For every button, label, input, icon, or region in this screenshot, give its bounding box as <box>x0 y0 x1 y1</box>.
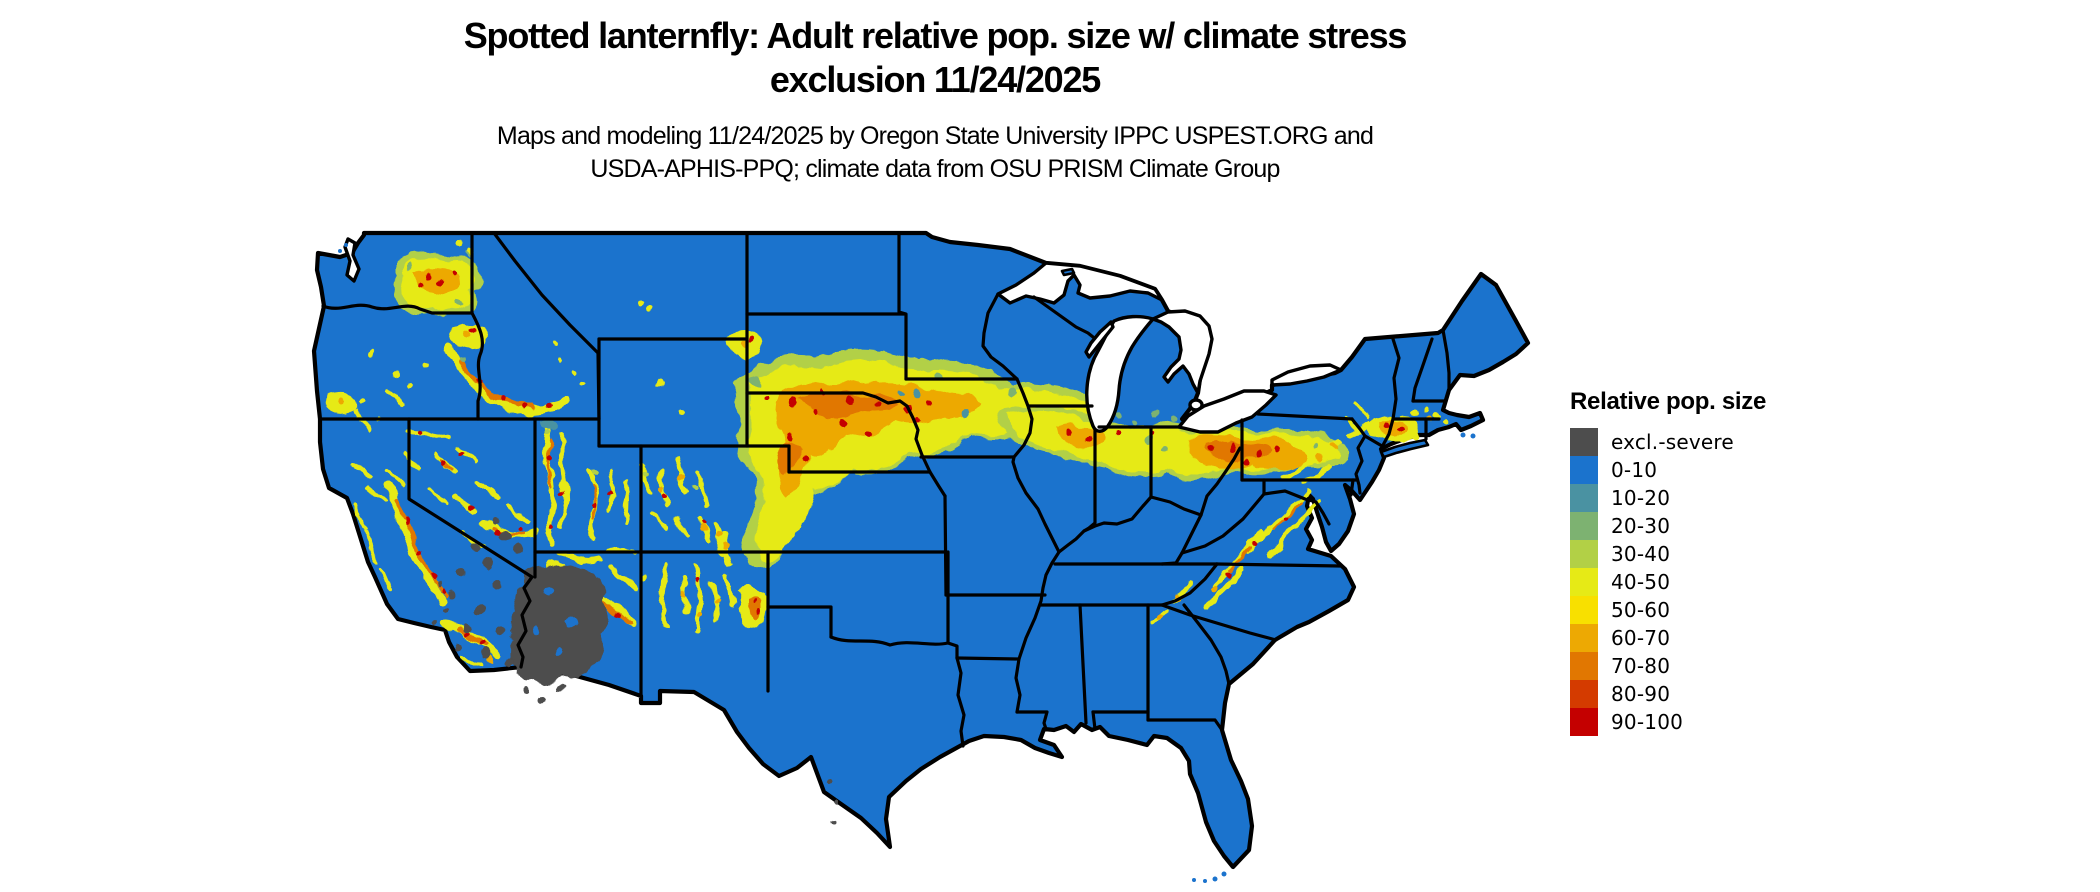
legend-row: 70-80 <box>1570 652 1766 680</box>
legend-label: 0-10 <box>1611 458 1658 482</box>
legend-swatch <box>1570 596 1598 624</box>
legend-swatch <box>1570 428 1598 456</box>
long-island <box>1379 438 1430 459</box>
legend-swatch <box>1570 484 1598 512</box>
legend-row: 50-60 <box>1570 596 1766 624</box>
lake-superior <box>996 261 1164 305</box>
legend-label: 20-30 <box>1611 514 1671 538</box>
map-subtitle-line1: Maps and modeling 11/24/2025 by Oregon S… <box>496 122 1374 150</box>
exclusion-region-gray <box>431 519 840 823</box>
lake-huron <box>1151 309 1214 395</box>
legend-label: 30-40 <box>1611 542 1671 566</box>
legend-row: 10-20 <box>1570 484 1766 512</box>
legend-row: 0-10 <box>1570 456 1766 484</box>
legend-swatch <box>1570 512 1598 540</box>
legend-row: 60-70 <box>1570 624 1766 652</box>
legend-row: 30-40 <box>1570 540 1766 568</box>
lake-ontario <box>1270 363 1343 387</box>
legend-label: 40-50 <box>1611 570 1671 594</box>
hotspot-appalachians <box>1150 488 1325 625</box>
legend-row: 80-90 <box>1570 680 1766 708</box>
map-subtitle-line2: USDA-APHIS-PPQ; climate data from OSU PR… <box>590 155 1280 183</box>
legend-label: 10-20 <box>1611 486 1671 510</box>
legend-label: 50-60 <box>1611 598 1671 622</box>
hotspot-california <box>350 463 500 666</box>
isle-royale <box>1060 267 1076 277</box>
great-lakes <box>343 237 1343 434</box>
legend-swatch <box>1570 456 1598 484</box>
hotspot-washington <box>392 242 486 348</box>
us-map-svg <box>311 230 1531 883</box>
lake-erie <box>1177 389 1278 434</box>
map-title: Spotted lanternfly: Adult relative pop. … <box>310 14 1560 102</box>
legend-label: 70-80 <box>1611 654 1671 678</box>
green-bay <box>1084 320 1115 359</box>
legend-label: 90-100 <box>1611 710 1684 734</box>
header: Spotted lanternfly: Adult relative pop. … <box>310 14 1560 186</box>
legend-swatch <box>1570 680 1598 708</box>
legend-items: excl.-severe 0-10 10-20 20-30 30-40 40-5… <box>1570 428 1766 736</box>
legend-swatch <box>1570 624 1598 652</box>
hotspot-cornbelt-ohio-band <box>996 405 1348 480</box>
map-title-line1: Spotted lanternfly: Adult relative pop. … <box>463 15 1408 56</box>
legend-row: 90-100 <box>1570 708 1766 736</box>
legend-label: 60-70 <box>1611 626 1671 650</box>
legend: Relative pop. size excl.-severe 0-10 10-… <box>1570 388 1766 736</box>
legend-swatch <box>1570 708 1598 736</box>
legend-label: 80-90 <box>1611 682 1671 706</box>
islands <box>338 243 1476 883</box>
hotspot-oregon-idaho <box>325 302 685 433</box>
hotspot-raster-layer <box>325 242 1448 823</box>
legend-label: excl.-severe <box>1611 430 1734 454</box>
map-subtitle: Maps and modeling 11/24/2025 by Oregon S… <box>310 120 1560 186</box>
state-borders <box>318 231 1451 748</box>
us-map <box>310 230 1531 883</box>
legend-row: excl.-severe <box>1570 428 1766 456</box>
legend-swatch <box>1570 568 1598 596</box>
legend-row: 20-30 <box>1570 512 1766 540</box>
legend-title: Relative pop. size <box>1570 388 1766 415</box>
hotspot-northeast <box>1282 401 1448 486</box>
legend-swatch <box>1570 652 1598 680</box>
us-landmass <box>311 230 1531 870</box>
map-title-line2: exclusion 11/24/2025 <box>769 59 1101 100</box>
puget-sound <box>343 237 361 283</box>
legend-row: 40-50 <box>1570 568 1766 596</box>
legend-swatch <box>1570 540 1598 568</box>
